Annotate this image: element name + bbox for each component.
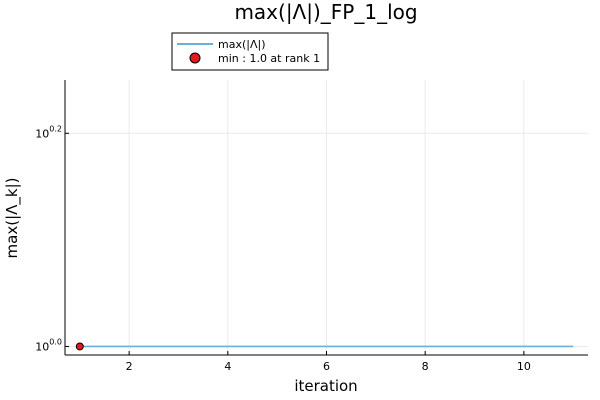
x-tick-label: 10 (517, 360, 531, 373)
chart-title: max(|Λ|)_FP_1_log (234, 0, 417, 24)
x-tick-label: 8 (422, 360, 429, 373)
x-tick-label: 6 (323, 360, 330, 373)
x-tick-label: 2 (126, 360, 133, 373)
y-tick-label: 100.2 (35, 124, 62, 140)
legend-marker-swatch (189, 52, 201, 64)
legend-entry-line: max(|Λ|) (218, 38, 266, 51)
grid (65, 80, 588, 355)
min-point-marker (75, 342, 84, 351)
x-axis-label: iteration (294, 377, 357, 395)
y-tick-label: 100.0 (35, 337, 62, 353)
legend-box (171, 32, 329, 71)
y-axis-label: max(|Λ_k|) (3, 178, 22, 259)
legend: max(|Λ|) min : 1.0 at rank 1 (171, 32, 329, 71)
series-layer (75, 342, 574, 351)
y-ticks: 100.0 100.2 (35, 124, 69, 353)
legend-entry-marker: min : 1.0 at rank 1 (218, 52, 320, 65)
x-tick-label: 4 (224, 360, 231, 373)
x-ticks: 2 4 6 8 10 (126, 351, 531, 373)
